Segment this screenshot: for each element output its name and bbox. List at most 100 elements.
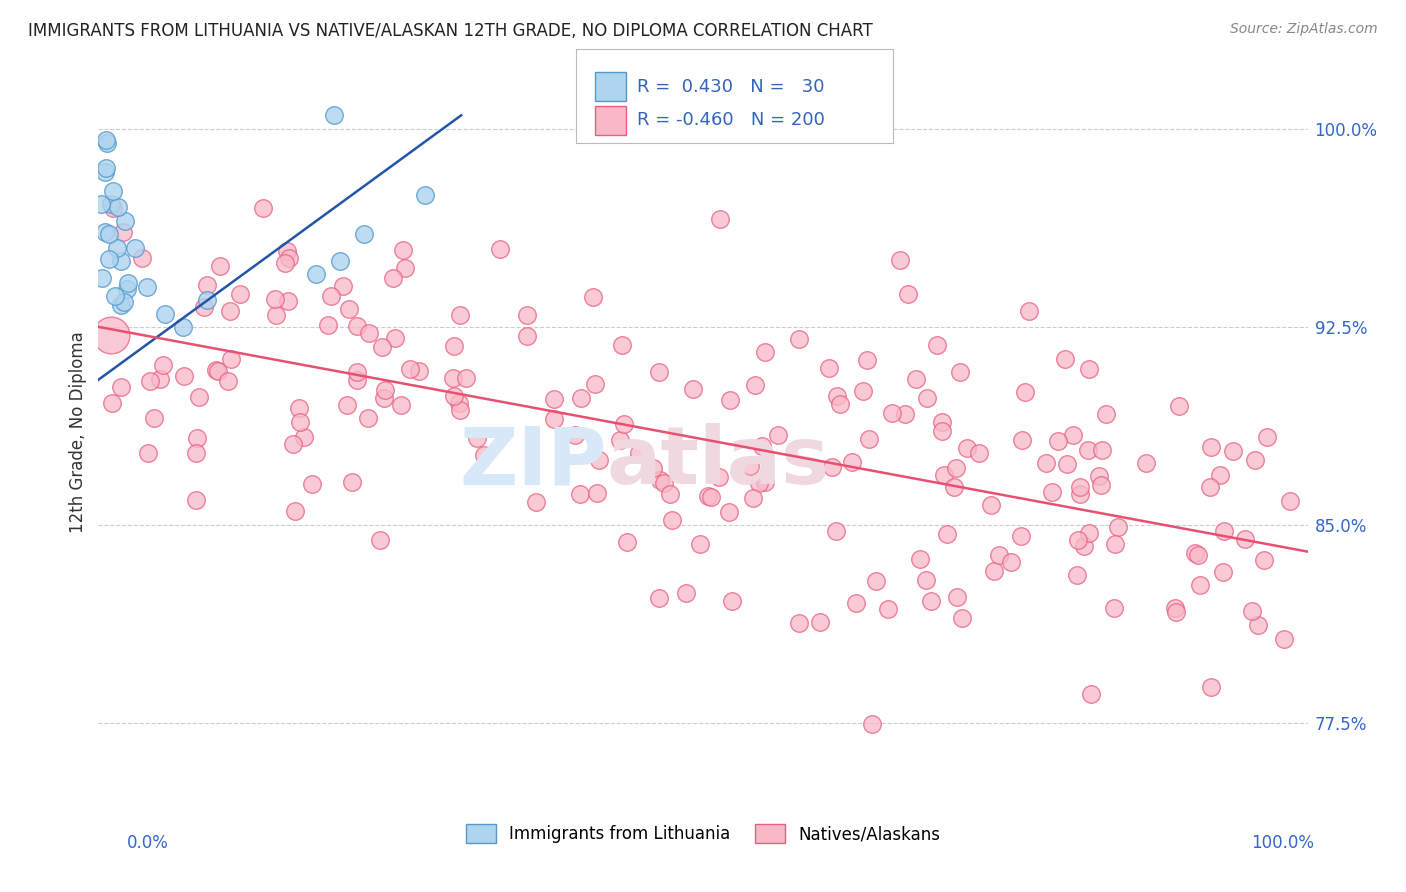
Point	[652, 475, 675, 490]
Point	[1073, 539, 1095, 553]
Point	[336, 398, 359, 412]
Point	[700, 491, 723, 505]
Point	[946, 591, 969, 605]
Point	[925, 337, 948, 351]
Point	[697, 489, 720, 503]
Point	[187, 390, 209, 404]
Point	[754, 475, 776, 489]
Point	[818, 360, 841, 375]
Point	[1213, 524, 1236, 538]
Text: ZIP: ZIP	[458, 423, 606, 501]
Point	[117, 276, 139, 290]
Point	[277, 252, 299, 266]
Point	[136, 446, 159, 460]
Point	[754, 345, 776, 359]
Point	[292, 430, 315, 444]
Point	[689, 537, 711, 551]
Point	[876, 602, 898, 616]
Text: R = -0.460   N = 200: R = -0.460 N = 200	[637, 112, 825, 129]
Point	[830, 397, 852, 411]
Point	[609, 433, 631, 447]
Point	[394, 261, 416, 276]
Point	[94, 133, 117, 147]
Point	[613, 417, 636, 431]
Point	[114, 214, 136, 228]
Point	[648, 473, 671, 487]
Point	[149, 372, 172, 386]
Point	[582, 289, 605, 303]
Point	[988, 549, 1011, 563]
Point	[945, 461, 967, 475]
Point	[920, 594, 942, 608]
Point	[643, 460, 665, 475]
Point	[682, 382, 704, 396]
Legend: Immigrants from Lithuania, Natives/Alaskans: Immigrants from Lithuania, Natives/Alask…	[458, 817, 948, 850]
Point	[1164, 601, 1187, 615]
Point	[980, 498, 1002, 512]
Point	[398, 362, 420, 376]
Point	[709, 212, 731, 227]
Point	[865, 574, 887, 589]
Point	[931, 415, 953, 429]
Point	[1278, 493, 1301, 508]
Point	[172, 319, 194, 334]
Point	[229, 287, 252, 301]
Point	[263, 293, 285, 307]
Point	[880, 406, 903, 420]
Point	[787, 332, 810, 346]
Point	[720, 594, 742, 608]
Point	[323, 108, 346, 122]
Point	[100, 196, 122, 211]
Point	[852, 384, 875, 398]
Point	[301, 476, 323, 491]
Point	[1234, 532, 1257, 546]
Point	[96, 136, 118, 150]
Point	[143, 410, 166, 425]
Point	[718, 505, 741, 519]
Point	[1104, 537, 1126, 551]
Point	[787, 616, 810, 631]
Point	[441, 371, 464, 385]
Point	[1168, 399, 1191, 413]
Point	[956, 441, 979, 455]
Point	[825, 389, 848, 403]
Point	[748, 476, 770, 491]
Point	[709, 470, 731, 484]
Point	[472, 449, 495, 463]
Point	[456, 371, 478, 385]
Point	[543, 392, 565, 407]
Point	[740, 459, 762, 474]
Point	[1166, 606, 1188, 620]
Point	[616, 535, 638, 549]
Point	[1247, 618, 1270, 632]
Point	[658, 487, 681, 501]
Point	[173, 368, 195, 383]
Point	[277, 294, 299, 309]
Point	[744, 378, 766, 392]
Point	[329, 253, 352, 268]
Point	[675, 585, 697, 599]
Point	[346, 318, 368, 333]
Point	[443, 338, 465, 352]
Point	[219, 303, 242, 318]
Point	[942, 479, 965, 493]
Point	[967, 445, 990, 459]
Point	[858, 433, 880, 447]
Point	[569, 391, 592, 405]
Point	[934, 467, 956, 482]
Point	[117, 281, 139, 295]
Text: 100.0%: 100.0%	[1251, 834, 1315, 852]
Point	[905, 371, 928, 385]
Point	[340, 475, 363, 489]
Point	[524, 495, 547, 509]
Point	[112, 226, 135, 240]
Point	[808, 615, 831, 629]
Point	[1199, 681, 1222, 695]
Point	[1091, 443, 1114, 458]
Point	[193, 301, 215, 315]
Point	[252, 201, 274, 215]
Point	[1069, 480, 1091, 494]
Point	[290, 415, 312, 429]
Point	[107, 200, 129, 214]
Point	[319, 289, 342, 303]
